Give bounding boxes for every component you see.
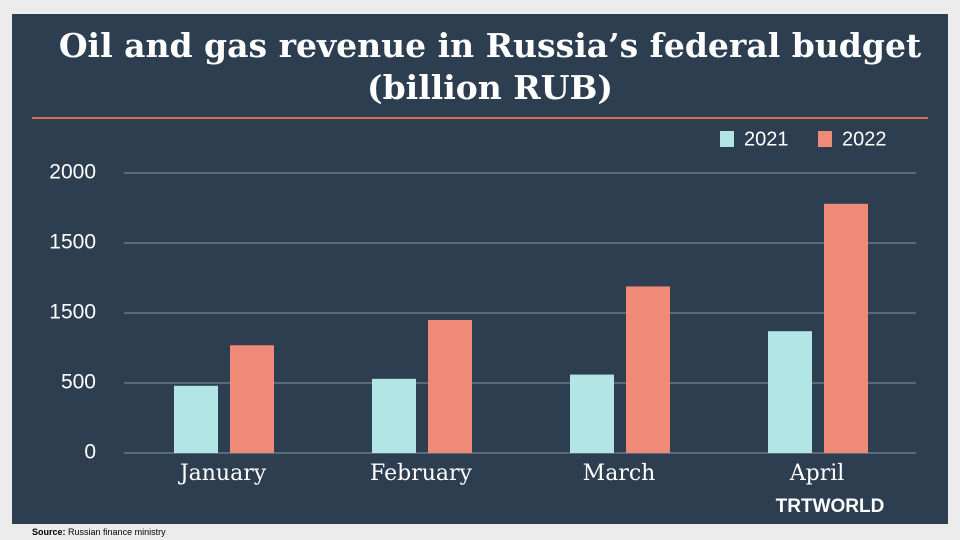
bar [626,286,670,453]
legend-label: 2021 [744,128,789,150]
legend-swatch [720,131,734,147]
chart-title: Oil and gas revenue in Russia’s federal … [59,26,922,65]
y-tick-label: 0 [84,441,96,464]
x-tick-label: January [178,461,267,486]
chart-subtitle: (billion RUB) [367,68,613,107]
legend-swatch [818,131,832,147]
x-tick-label: March [583,461,656,486]
y-tick-label: 1500 [49,231,96,254]
y-tick-label: 1500 [49,301,96,324]
y-tick-label: 2000 [49,161,96,184]
bar [824,203,868,453]
bar [570,374,614,453]
x-tick-label: April [789,461,845,486]
source: Source: Russian finance ministry [32,527,166,537]
bar [372,378,416,453]
source-text: Russian finance ministry [68,527,166,537]
x-tick-label: February [370,461,472,486]
bar [428,320,472,453]
y-tick-label: 500 [61,371,96,394]
source-label: Source: [32,527,66,537]
legend-label: 2022 [842,128,887,150]
logo: TRTWORLD [776,496,885,517]
bar [230,345,274,453]
bar [768,331,812,453]
bar [174,385,218,453]
